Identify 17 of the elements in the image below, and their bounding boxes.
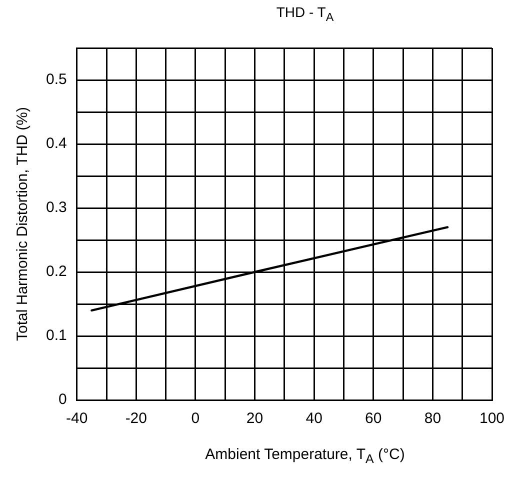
x-axis-title: Ambient Temperature, T$_{A}$ (°C)	[204, 446, 406, 466]
chart-title: THD - T$_{A}$	[275, 4, 335, 24]
x-tick-label: 0	[191, 410, 200, 428]
y-tick-label: 0	[58, 391, 67, 408]
x-tick-label: 60	[365, 410, 382, 428]
x-tick-label: 40	[306, 410, 322, 428]
y-tick-label: 0.1	[46, 327, 67, 344]
y-tick-label: 0.5	[46, 71, 67, 88]
y-axis-title: Total Harmonic Distortion, THD (%)	[14, 107, 32, 341]
y-tick-label: 0.2	[46, 263, 67, 280]
x-tick-label: -40	[66, 410, 88, 428]
x-tick-label: 20	[246, 410, 264, 428]
x-tick-label: -20	[125, 410, 148, 428]
y-tick-label: 0.3	[46, 199, 67, 216]
x-tick-label: 80	[424, 410, 442, 428]
x-tick-label: 100	[479, 410, 505, 428]
y-tick-label: 0.4	[46, 135, 67, 152]
